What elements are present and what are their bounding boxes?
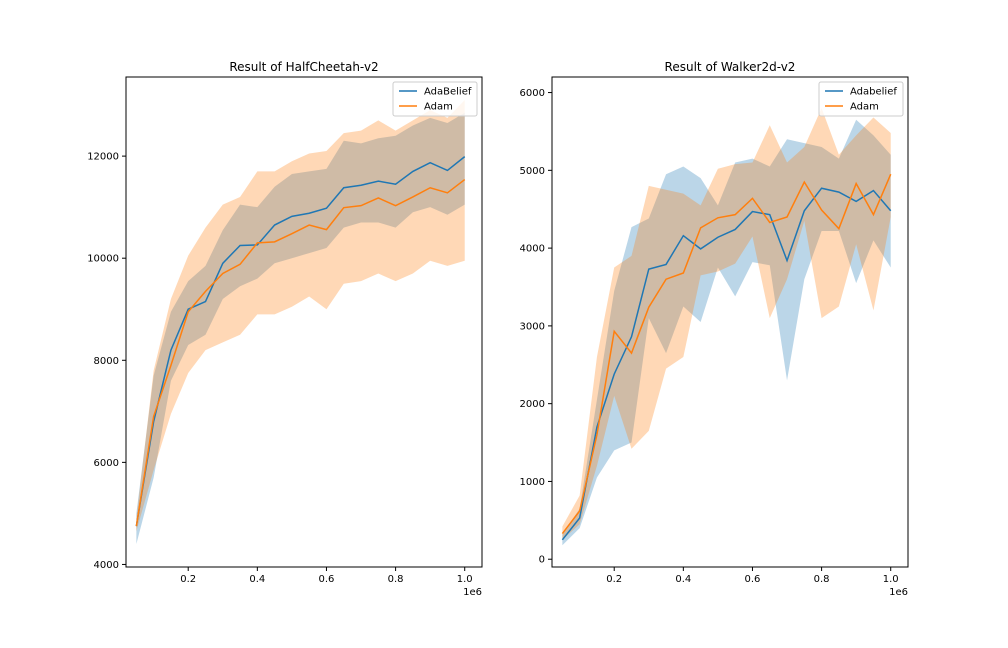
- series-band-1: [562, 108, 891, 540]
- halfcheetah-plot: 0.2 0.4 0.6 0.8 1.0 4000 6000 8000 10000 12000 R…: [87, 60, 483, 598]
- x-tick-label: 0.4: [675, 574, 691, 585]
- y-tick-label: 6000: [94, 458, 119, 469]
- plot-frame: [551, 76, 909, 568]
- x-tick-label: 0.4: [249, 574, 265, 585]
- x-tick-label: 0.2: [606, 574, 622, 585]
- legend: Adabelief Adam: [818, 81, 904, 117]
- y-tick-label: 3000: [520, 321, 545, 332]
- y-tick-label: 6000: [520, 88, 545, 99]
- y-tick-label: 10000: [87, 254, 119, 265]
- y-tick-label: 5000: [520, 166, 545, 177]
- series-line-0: [561, 187, 892, 541]
- series-line-1: [561, 173, 892, 535]
- legend: AdaBelief Adam: [392, 81, 478, 117]
- x-tick-label: 0.2: [180, 574, 196, 585]
- x-offset-label: 1e6: [889, 587, 908, 598]
- y-tick-label: 1000: [520, 477, 545, 488]
- x-tick-label: 0.8: [388, 574, 404, 585]
- x-offset-label: 1e6: [463, 587, 482, 598]
- legend-label: Adam: [424, 102, 453, 113]
- x-tick-label: 0.8: [814, 574, 830, 585]
- x-tick-label: 0.6: [319, 574, 335, 585]
- x-tick-label: 1.0: [457, 574, 473, 585]
- chart-title: Result of Walker2d-v2: [665, 60, 796, 74]
- legend-label: Adam: [850, 102, 879, 113]
- chart-title: Result of HalfCheetah-v2: [229, 60, 378, 74]
- y-tick-label: 4000: [94, 560, 119, 571]
- x-tick-label: 0.6: [745, 574, 761, 585]
- y-tick-label: 8000: [94, 356, 119, 367]
- series-band-0: [562, 119, 891, 546]
- series-band-1: [136, 99, 465, 532]
- y-tick-label: 0: [539, 555, 545, 566]
- y-tick-label: 2000: [520, 399, 545, 410]
- walker2d-plot: 0.2 0.4 0.6 0.8 1.0 0 1000 2000 3000 4000 5000 600…: [520, 60, 909, 598]
- legend-label: AdaBelief: [424, 87, 472, 98]
- plot-frame: [125, 76, 483, 568]
- series-band-0: [136, 112, 465, 545]
- y-tick-label: 12000: [87, 152, 119, 163]
- series-line-1: [135, 178, 466, 527]
- legend-label: Adabelief: [850, 87, 897, 98]
- x-tick-label: 1.0: [883, 574, 899, 585]
- y-tick-label: 4000: [520, 244, 545, 255]
